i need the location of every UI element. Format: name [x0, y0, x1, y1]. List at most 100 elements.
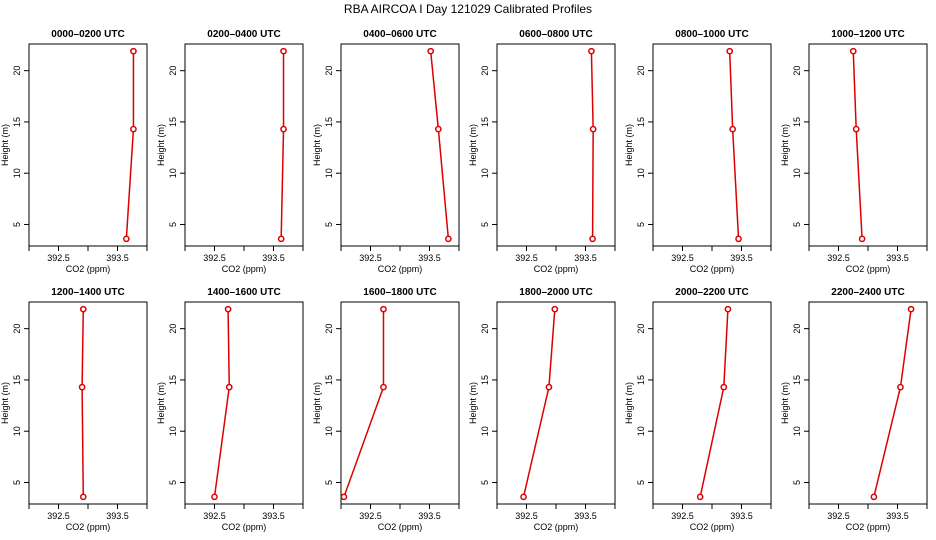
y-tick-label: 10	[636, 426, 646, 436]
co2-point	[852, 125, 860, 133]
y-tick-label: 20	[636, 324, 646, 334]
x-axis-label: CO2 (ppm)	[222, 264, 267, 274]
y-axis-label: Height (m)	[468, 382, 478, 424]
profile-panel: 1800–2000 UTC 392.5 393.5 5 10 15 20 CO2 (ppm) H…	[468, 287, 616, 532]
profile-panel: 1000–1200 UTC 392.5 393.5 5 10 15 20 CO2 (ppm) H…	[780, 29, 928, 274]
co2-point	[551, 305, 559, 313]
co2-point	[277, 235, 285, 243]
y-tick-label: 10	[324, 426, 334, 436]
x-tick-label: 392.5	[359, 253, 382, 263]
y-tick-label: 10	[792, 426, 802, 436]
x-tick-label: 392.5	[47, 253, 70, 263]
y-tick-label: 20	[168, 324, 178, 334]
co2-profile-line	[699, 309, 729, 497]
x-tick-label: 392.5	[827, 511, 850, 521]
plot-frame	[652, 43, 772, 247]
x-tick-label: 392.5	[671, 253, 694, 263]
x-axis-label: CO2 (ppm)	[534, 522, 579, 532]
co2-point	[897, 383, 904, 391]
x-axis-label: CO2 (ppm)	[378, 522, 423, 532]
x-axis-label: CO2 (ppm)	[534, 264, 579, 274]
y-tick-label: 15	[792, 117, 802, 127]
y-tick-label: 15	[168, 375, 178, 385]
co2-point	[427, 47, 435, 55]
y-tick-label: 5	[168, 480, 178, 485]
profile-panel: 0400–0600 UTC 392.5 393.5 5 10 15 20 CO2 (ppm) H…	[312, 29, 460, 274]
plot-frame	[496, 43, 616, 247]
y-tick-label: 10	[168, 168, 178, 178]
plot-frame	[340, 301, 460, 505]
x-tick-label: 392.5	[671, 511, 694, 521]
profile-panel: 0200–0400 UTC 392.5 393.5 5 10 15 20 CO2 (ppm) H…	[156, 29, 304, 274]
y-axis-label: Height (m)	[468, 124, 478, 166]
co2-point	[445, 235, 452, 243]
x-tick-label: 393.5	[262, 253, 285, 263]
y-tick-label: 15	[480, 375, 490, 385]
co2-point	[435, 125, 442, 133]
plot-frame	[652, 301, 772, 505]
co2-point	[280, 125, 287, 133]
x-tick-label: 393.5	[730, 253, 753, 263]
panel-grid: 0000–0200 UTC 392.5 393.5 5 10 15 20 CO2 (ppm) H…	[0, 29, 928, 532]
y-tick-label: 20	[636, 66, 646, 76]
y-axis-label: Height (m)	[624, 124, 634, 166]
co2-point	[545, 383, 553, 391]
panel-title: 0600–0800 UTC	[519, 29, 592, 40]
panel-title: 0400–0600 UTC	[363, 29, 436, 40]
x-axis-label: CO2 (ppm)	[846, 522, 891, 532]
y-tick-label: 10	[324, 168, 334, 178]
y-tick-label: 15	[12, 375, 22, 385]
x-tick-label: 393.5	[106, 511, 129, 521]
co2-profile-line	[852, 51, 863, 239]
co2-profile-line	[280, 51, 285, 239]
y-tick-label: 15	[636, 375, 646, 385]
y-axis-label: Height (m)	[156, 124, 166, 166]
co2-point	[729, 125, 737, 133]
x-tick-label: 393.5	[886, 253, 909, 263]
co2-point	[588, 47, 595, 55]
profile-panel: 0000–0200 UTC 392.5 393.5 5 10 15 20 CO2 (ppm) H…	[0, 29, 148, 274]
y-tick-label: 15	[324, 375, 334, 385]
panel-title: 1200–1400 UTC	[51, 287, 124, 298]
y-axis-label: Height (m)	[0, 124, 10, 166]
co2-point	[130, 47, 137, 55]
co2-point	[907, 305, 915, 313]
x-tick-label: 393.5	[418, 253, 441, 263]
y-tick-label: 15	[792, 375, 802, 385]
y-tick-label: 5	[792, 222, 802, 227]
co2-point	[380, 383, 387, 391]
y-tick-label: 20	[168, 66, 178, 76]
y-tick-label: 15	[636, 117, 646, 127]
co2-profile-line	[81, 309, 85, 497]
panel-title: 1000–1200 UTC	[831, 29, 904, 40]
x-tick-label: 392.5	[515, 253, 538, 263]
y-tick-label: 15	[480, 117, 490, 127]
co2-point	[696, 493, 704, 501]
x-axis-label: CO2 (ppm)	[222, 522, 267, 532]
y-tick-label: 5	[636, 480, 646, 485]
y-tick-label: 10	[792, 168, 802, 178]
panel-title: 1800–2000 UTC	[519, 287, 592, 298]
profile-panel: 1400–1600 UTC 392.5 393.5 5 10 15 20 CO2 (ppm) H…	[156, 287, 304, 532]
plot-frame	[340, 43, 460, 247]
co2-point	[520, 493, 527, 501]
figure-title: RBA AIRCOA I Day 121029 Calibrated Profi…	[344, 2, 592, 16]
y-tick-label: 20	[480, 324, 490, 334]
co2-point	[79, 493, 87, 501]
x-axis-label: CO2 (ppm)	[66, 522, 111, 532]
x-tick-label: 392.5	[515, 511, 538, 521]
y-tick-label: 10	[168, 426, 178, 436]
panel-title: 2200–2400 UTC	[831, 287, 904, 298]
y-tick-label: 20	[12, 66, 22, 76]
co2-point	[280, 47, 287, 55]
panel-title: 1600–1800 UTC	[363, 287, 436, 298]
co2-point	[79, 305, 87, 313]
co2-point	[380, 305, 387, 313]
x-tick-label: 392.5	[203, 511, 226, 521]
y-tick-label: 20	[12, 324, 22, 334]
y-tick-label: 10	[636, 168, 646, 178]
profile-panel: 2200–2400 UTC 392.5 393.5 5 10 15 20 CO2 (ppm) H…	[780, 287, 928, 532]
plot-frame	[184, 43, 304, 247]
x-axis-label: CO2 (ppm)	[846, 264, 891, 274]
